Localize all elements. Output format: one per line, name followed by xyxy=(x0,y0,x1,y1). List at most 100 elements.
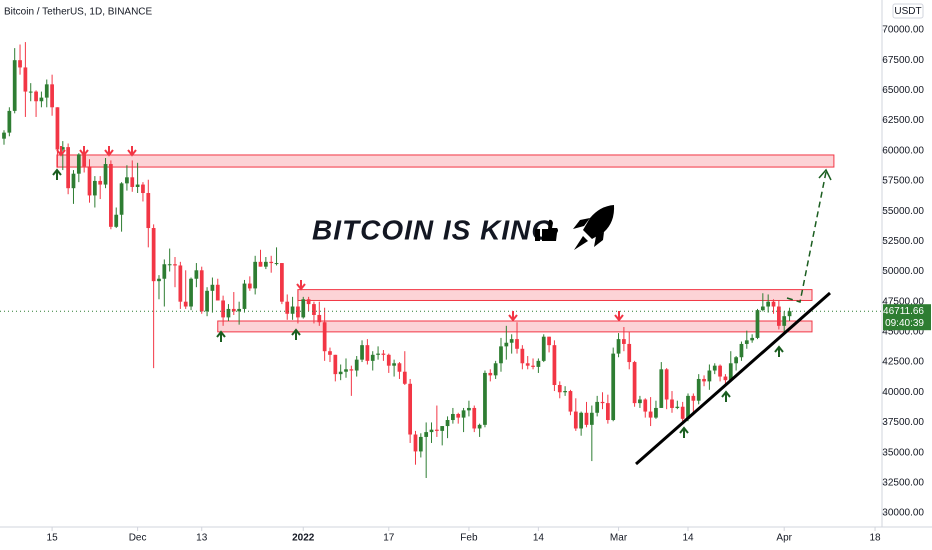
candle-body xyxy=(776,306,781,326)
candle-body xyxy=(664,369,669,400)
candle-body xyxy=(766,301,771,307)
x-tick-label: Apr xyxy=(776,533,792,544)
currency-box xyxy=(892,3,924,19)
candle-body xyxy=(55,107,60,150)
candle-body xyxy=(456,413,461,418)
candle-body xyxy=(536,360,541,367)
candle-body xyxy=(584,412,589,425)
candle-body xyxy=(253,261,258,289)
candle-body xyxy=(611,353,616,421)
candle-body xyxy=(66,147,71,189)
y-tick-label: 60000.00 xyxy=(882,145,924,156)
candle-body xyxy=(648,411,653,418)
y-tick-label: 55000.00 xyxy=(882,206,924,217)
candle-body xyxy=(365,345,370,361)
candle-body xyxy=(702,378,706,382)
candle-body xyxy=(434,429,439,431)
rocket-icon xyxy=(573,205,615,250)
candle-body xyxy=(109,164,113,227)
candle-body xyxy=(488,372,493,376)
x-tick-label: 14 xyxy=(682,533,694,544)
candle-body xyxy=(750,337,755,341)
candle-body xyxy=(258,261,263,267)
candle-body xyxy=(525,363,530,366)
candle-body xyxy=(755,310,760,338)
candle-body xyxy=(531,365,535,367)
candle-body xyxy=(333,354,338,375)
candle-body xyxy=(429,429,434,433)
candle-body xyxy=(76,154,81,174)
support-arrows xyxy=(52,168,784,438)
y-tick-label: 50000.00 xyxy=(882,266,924,277)
currency-label: USDT xyxy=(894,6,921,17)
candle-body xyxy=(370,354,375,361)
projection-arrowhead xyxy=(818,168,832,181)
candle-body xyxy=(499,346,503,364)
candle-body xyxy=(210,284,215,291)
candle-body xyxy=(231,308,236,312)
y-tick-label: 37500.00 xyxy=(882,417,924,428)
y-tick-label: 62500.00 xyxy=(882,115,924,126)
candle-body xyxy=(141,184,145,194)
candle-body xyxy=(205,290,209,312)
price-zone xyxy=(56,154,835,168)
candle-body xyxy=(440,426,445,431)
candle-body xyxy=(60,147,65,150)
candle-body xyxy=(87,166,92,196)
candle-body xyxy=(632,362,637,404)
candle-body xyxy=(263,261,268,267)
candle-body xyxy=(509,339,514,343)
candle-body xyxy=(451,413,455,421)
candle-body xyxy=(183,301,188,307)
candle-body xyxy=(215,284,220,301)
candle-body xyxy=(125,177,129,184)
x-tick-label: 18 xyxy=(869,533,881,544)
candle-body xyxy=(670,399,674,408)
candle-body xyxy=(103,164,108,185)
candle-body xyxy=(226,308,231,318)
candle-body xyxy=(92,180,97,196)
candle-body xyxy=(285,301,290,314)
candle-body xyxy=(157,278,161,282)
candle-body xyxy=(274,263,279,265)
candle-body xyxy=(712,365,717,371)
candle-body xyxy=(402,371,407,384)
candle-body xyxy=(386,354,391,366)
candle-body xyxy=(600,401,605,404)
x-tick-label: Dec xyxy=(129,533,147,544)
candle-body xyxy=(189,278,193,307)
candle-body xyxy=(173,264,177,266)
x-tick-label: Mar xyxy=(610,533,628,544)
candle-body xyxy=(2,132,6,139)
candle-body xyxy=(247,283,252,289)
candle-body xyxy=(627,343,632,363)
x-tick-label: Feb xyxy=(460,533,478,544)
candle-body xyxy=(237,308,242,312)
candle-body xyxy=(675,406,680,408)
candle-body xyxy=(167,264,172,266)
candle-body xyxy=(328,351,332,355)
candle-body xyxy=(616,339,621,354)
resistance-arrows xyxy=(56,146,624,322)
candle-body xyxy=(477,424,482,429)
candle-body xyxy=(654,407,658,418)
candle-body xyxy=(322,322,327,352)
candle-body xyxy=(221,300,225,318)
price-zone xyxy=(297,289,813,301)
candle-body xyxy=(686,395,690,419)
candle-body xyxy=(178,265,183,302)
candle-body xyxy=(622,339,626,344)
y-tick-label: 67500.00 xyxy=(882,55,924,66)
candle-body xyxy=(135,184,140,187)
candle-body xyxy=(18,60,22,68)
candle-body xyxy=(541,336,546,361)
candle-body xyxy=(269,261,274,264)
candle-body xyxy=(162,264,167,279)
candle-body xyxy=(734,357,738,364)
candle-body xyxy=(290,306,295,314)
candle-body xyxy=(547,336,551,346)
candle-body xyxy=(579,412,584,429)
y-tick-label: 47500.00 xyxy=(882,296,924,307)
